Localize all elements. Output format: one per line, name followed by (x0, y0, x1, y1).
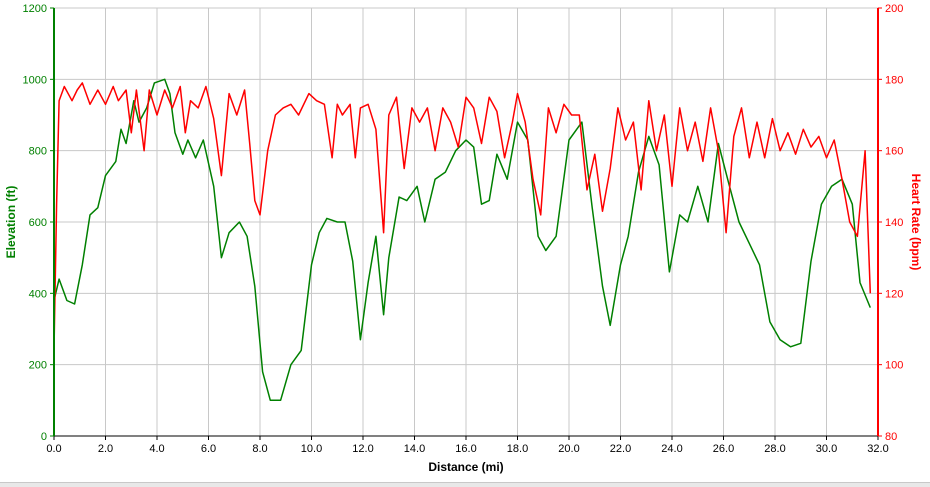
left-y-tick-label: 600 (29, 217, 47, 229)
left-y-tick-labels: 0 200 400 600 800 1000 1200 (23, 3, 47, 443)
left-y-axis-title: Elevation (ft) (4, 186, 18, 259)
window-bottom-edge (0, 482, 930, 487)
x-tick-label: 32.0 (867, 443, 888, 455)
x-tick-label: 14.0 (404, 443, 425, 455)
right-y-tick-label: 80 (885, 431, 897, 443)
axes (50, 7, 882, 440)
x-tick-label: 28.0 (764, 443, 785, 455)
x-tick-label: 10.0 (301, 443, 322, 455)
right-y-tick-label: 180 (885, 74, 903, 86)
x-tick-label: 24.0 (661, 443, 682, 455)
x-tick-label: 16.0 (455, 443, 476, 455)
left-y-tick-label: 400 (29, 288, 47, 300)
elevation-series-line (53, 78, 871, 402)
gridlines (54, 8, 878, 436)
x-tick-label: 6.0 (201, 443, 216, 455)
left-y-tick-label: 1200 (23, 3, 47, 15)
x-tick-label: 4.0 (149, 443, 164, 455)
x-tick-label: 30.0 (816, 443, 837, 455)
x-tick-label: 22.0 (610, 443, 631, 455)
x-tick-label: 0.0 (46, 443, 61, 455)
left-y-tick-label: 800 (29, 146, 47, 158)
x-axis-title: Distance (mi) (428, 460, 503, 474)
x-tick-label: 26.0 (713, 443, 734, 455)
right-y-tick-label: 200 (885, 3, 903, 15)
right-y-tick-label: 140 (885, 217, 903, 229)
x-tick-label: 8.0 (252, 443, 267, 455)
x-tick-label: 18.0 (507, 443, 528, 455)
right-y-axis-title: Heart Rate (bpm) (909, 174, 923, 271)
left-y-tick-label: 0 (41, 431, 47, 443)
x-tick-label: 20.0 (558, 443, 579, 455)
x-tick-labels: 0.0 2.0 4.0 6.0 8.0 10.0 12.0 14.0 16.0 18.0 20.0 2… (46, 443, 888, 455)
heart-rate-series-line (53, 82, 872, 351)
right-y-tick-labels: 80 100 120 140 160 180 200 (885, 3, 903, 443)
right-y-tick-label: 100 (885, 360, 903, 372)
x-tick-label: 2.0 (98, 443, 113, 455)
x-tick-label: 12.0 (352, 443, 373, 455)
series-layer (53, 78, 872, 402)
left-y-tick-label: 1000 (23, 74, 47, 86)
right-y-tick-label: 120 (885, 288, 903, 300)
left-y-tick-label: 200 (29, 360, 47, 372)
right-y-tick-label: 160 (885, 146, 903, 158)
